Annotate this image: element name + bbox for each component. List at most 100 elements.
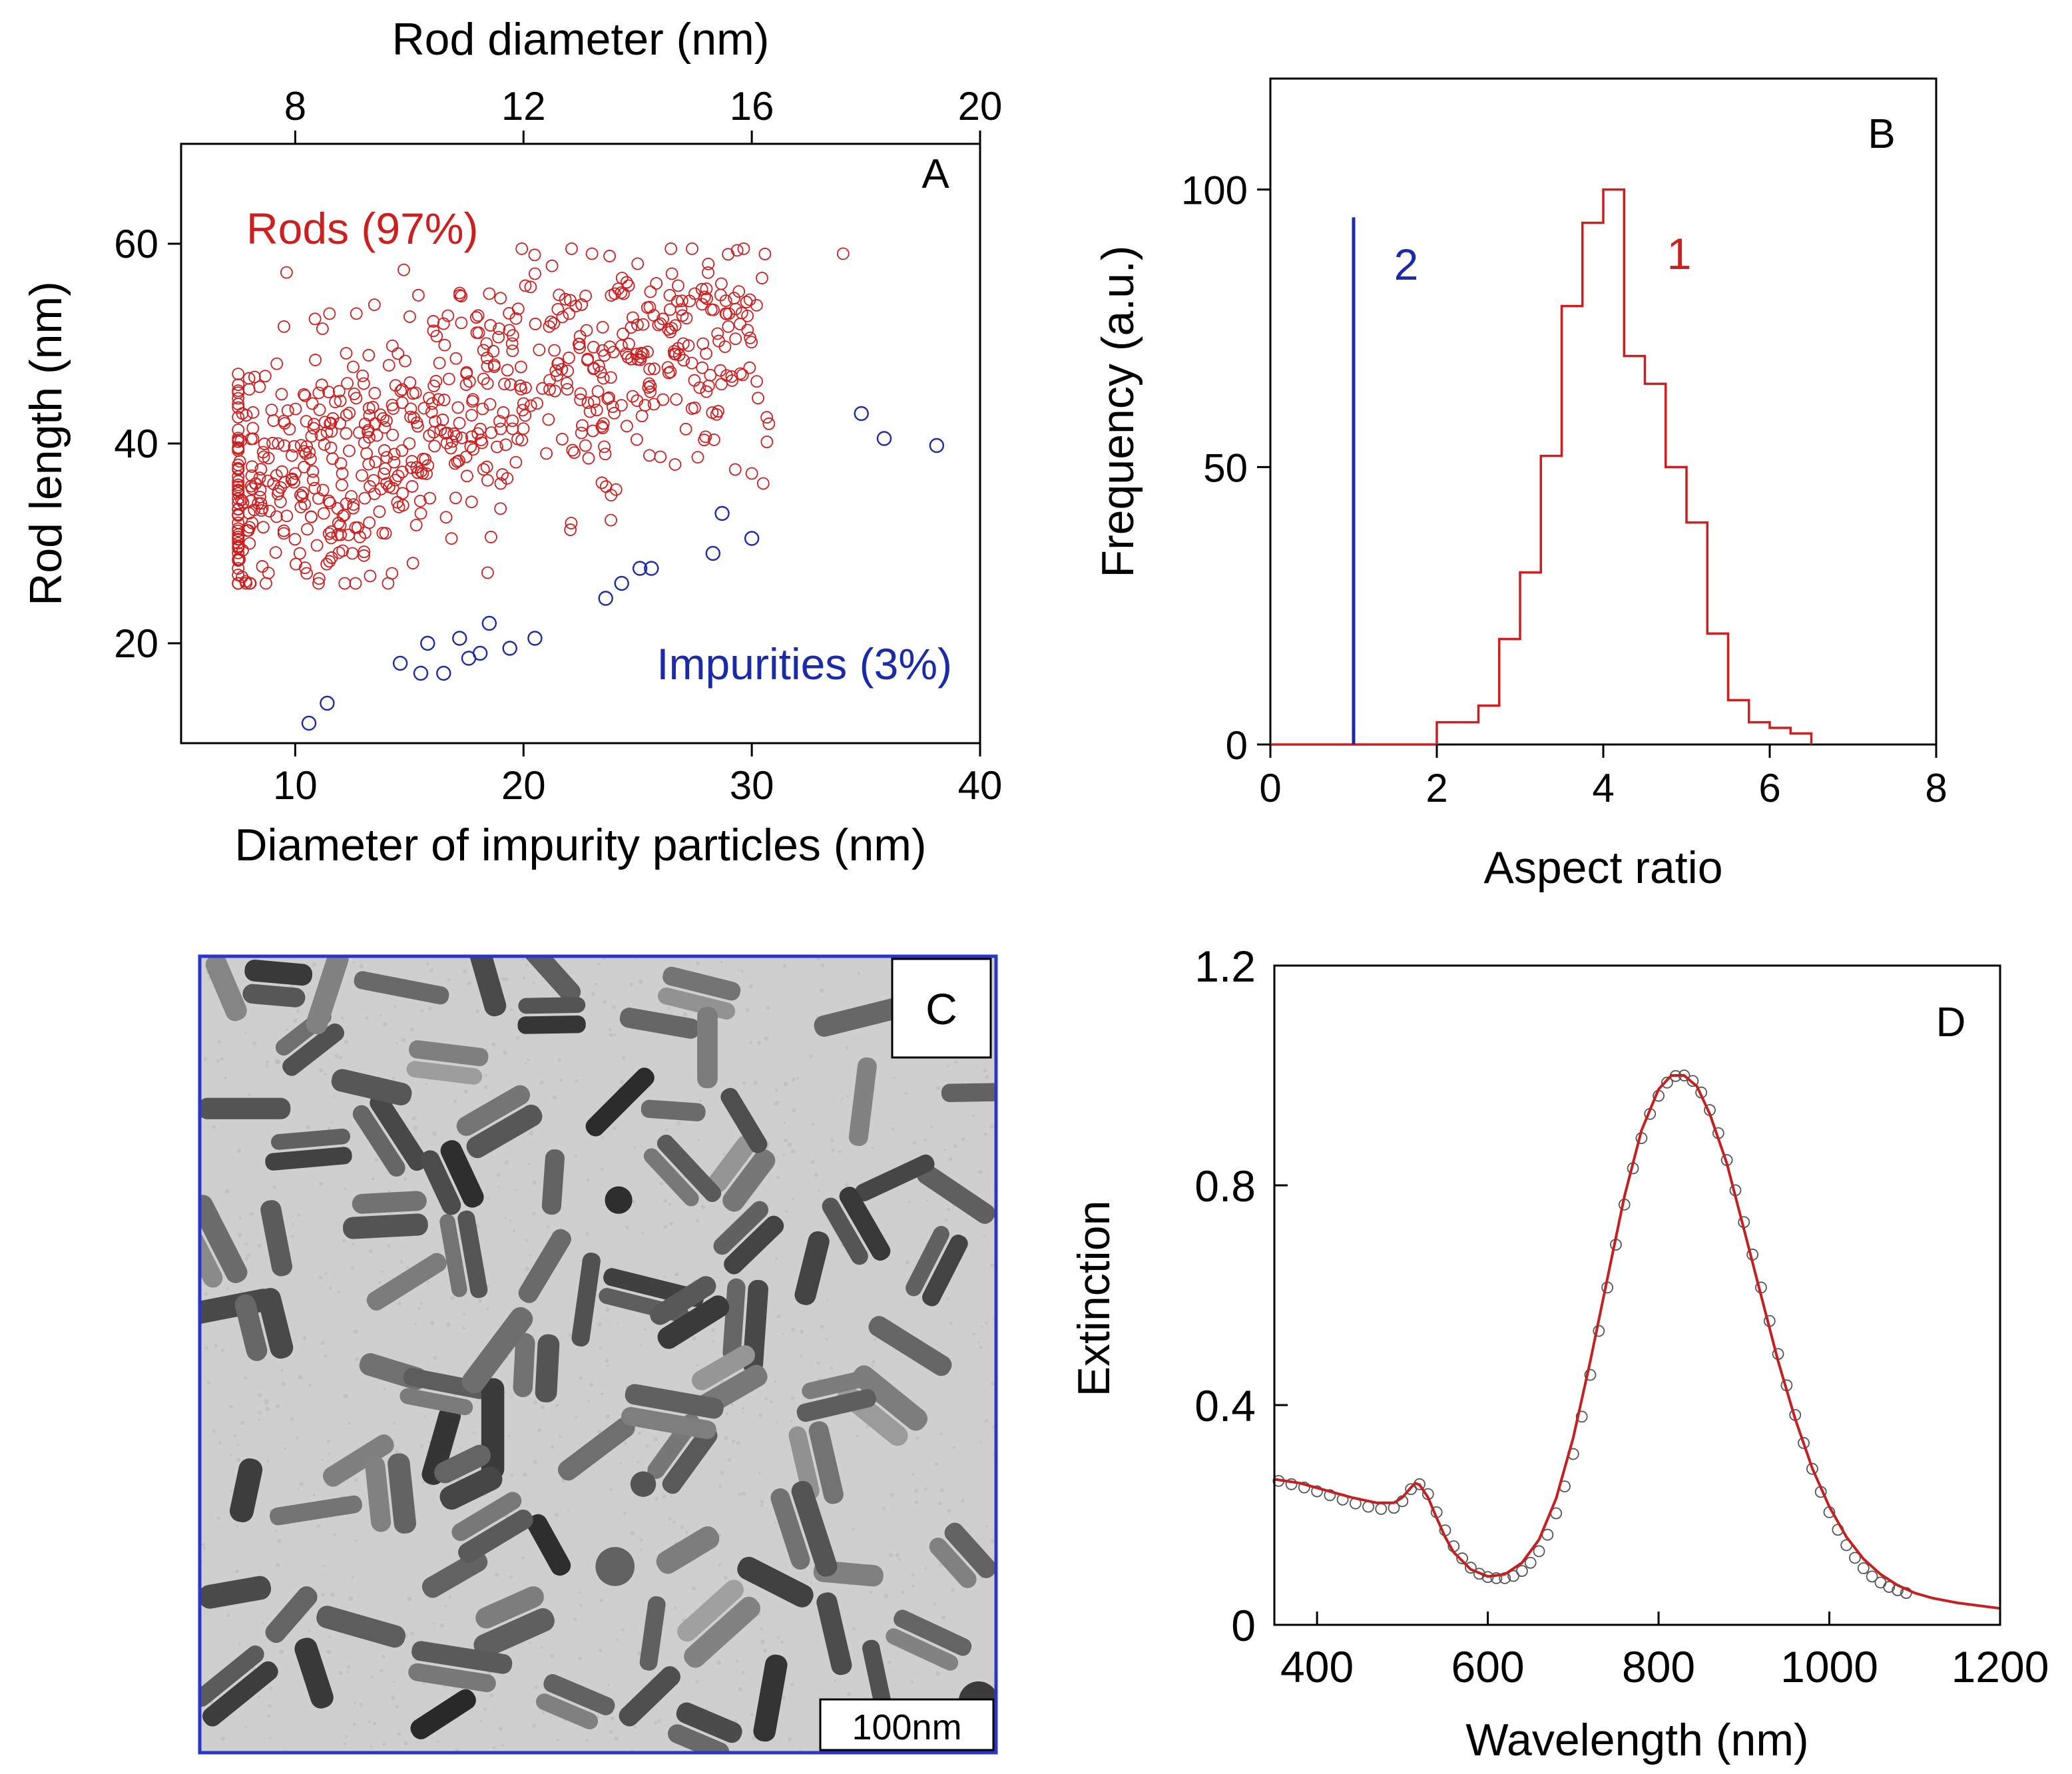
rod-point [547,317,561,330]
tem-grain [638,979,643,984]
tem-rod-body [331,1069,412,1105]
tem-grain [313,1493,316,1496]
rod-point [366,401,380,414]
rod-point [668,458,682,471]
rod-point [300,440,314,453]
tem-rod-body [200,1576,272,1609]
tem-grain [751,1735,756,1741]
tem-grain [799,1329,804,1334]
tem-grain [249,1212,254,1217]
rod-point [504,378,517,391]
tem-grain [769,1400,773,1404]
tem-grain [738,1687,742,1692]
rod-point [334,519,347,532]
tem-grain [947,1207,951,1211]
rod-point [575,298,589,311]
tem-grain [775,1257,778,1261]
rod-point [514,360,527,374]
rod-point [583,405,597,418]
tem-grain [281,1381,286,1386]
rod-point [672,279,684,292]
tem-grain [830,1366,833,1370]
tem-grain [637,1460,640,1464]
impurity-point [744,531,760,546]
tem-grain [484,1073,487,1077]
rod-point [349,521,362,534]
rod-point [615,272,629,284]
rod-point [623,338,635,350]
tem-grain [529,1131,534,1135]
rod-point [552,357,565,370]
panel-d-marks [1272,1069,2001,1610]
rod-point [313,404,326,416]
tem-grain [319,1181,324,1186]
tem-grain [653,1720,658,1725]
tem-rod-body [662,1425,718,1494]
tem-grain [365,1016,369,1020]
tem-rod-body [200,1206,223,1288]
rod-point [529,267,541,280]
rod-point [316,322,329,336]
tem-grain [498,1185,501,1188]
tem-rod [316,1606,405,1648]
rod-point [668,319,682,332]
tem-grain [616,1638,619,1641]
tem-rod [822,1187,891,1265]
tem-grain [925,1199,929,1202]
tem-particle [630,1471,656,1497]
tem-grain [368,1720,371,1724]
rod-point [312,386,326,400]
tem-grain [204,1346,208,1350]
tem-rod-body [677,1580,744,1642]
rod-point [696,337,710,350]
tem-grain [257,1392,262,1398]
tem-rod [697,1006,718,1089]
rod-point [360,447,374,460]
tem-grain [467,981,471,986]
tem-grain [668,1203,672,1207]
rod-point [597,372,610,385]
tem-grain [298,1374,303,1380]
tem-rod-body [205,956,247,1022]
panel-b-ticks: 0 2 4 6 8 0 50 100 [1181,168,1947,810]
rod-point [715,277,728,290]
tem-grain [785,1209,788,1213]
tem-grain [749,1041,753,1045]
tem-rod-body [406,1061,483,1085]
tem-grain [838,1150,842,1153]
rod-point [587,340,600,354]
tem-grain [344,1039,348,1044]
tem-grain [672,1520,676,1524]
tem-grain [525,1239,529,1242]
rod-point [691,451,704,463]
rod-point [700,385,713,398]
rod-point [741,310,754,322]
panel-d-x-tick-label: 1200 [1951,1642,2049,1691]
tem-grain [750,1713,754,1717]
rod-point [516,404,529,417]
tem-grain [639,1343,642,1346]
impurity-point [436,665,451,681]
tem-grain [696,1363,699,1366]
tem-grain [935,1671,940,1676]
tem-grain [760,1639,766,1645]
tem-grain [587,1400,590,1403]
rod-point [576,419,589,432]
tem-grain [914,1500,919,1505]
tem-grain [728,1458,732,1462]
rod-point [596,320,609,334]
rod-point [711,327,724,340]
tem-rod-body [421,1550,488,1598]
tem-grain [269,1737,272,1739]
tem-grain [279,1649,284,1654]
tem-grain [668,1518,672,1521]
tem-grain [579,1604,583,1608]
experimental-point [1857,1562,1870,1574]
tem-grain [306,1125,310,1129]
rod-point [386,567,399,580]
tem-grain [857,972,861,976]
rod-point [306,397,319,410]
tem-grain [334,1533,337,1536]
tem-grain [504,1160,509,1165]
panel-d-y-tick-label: 0 [1231,1601,1256,1650]
